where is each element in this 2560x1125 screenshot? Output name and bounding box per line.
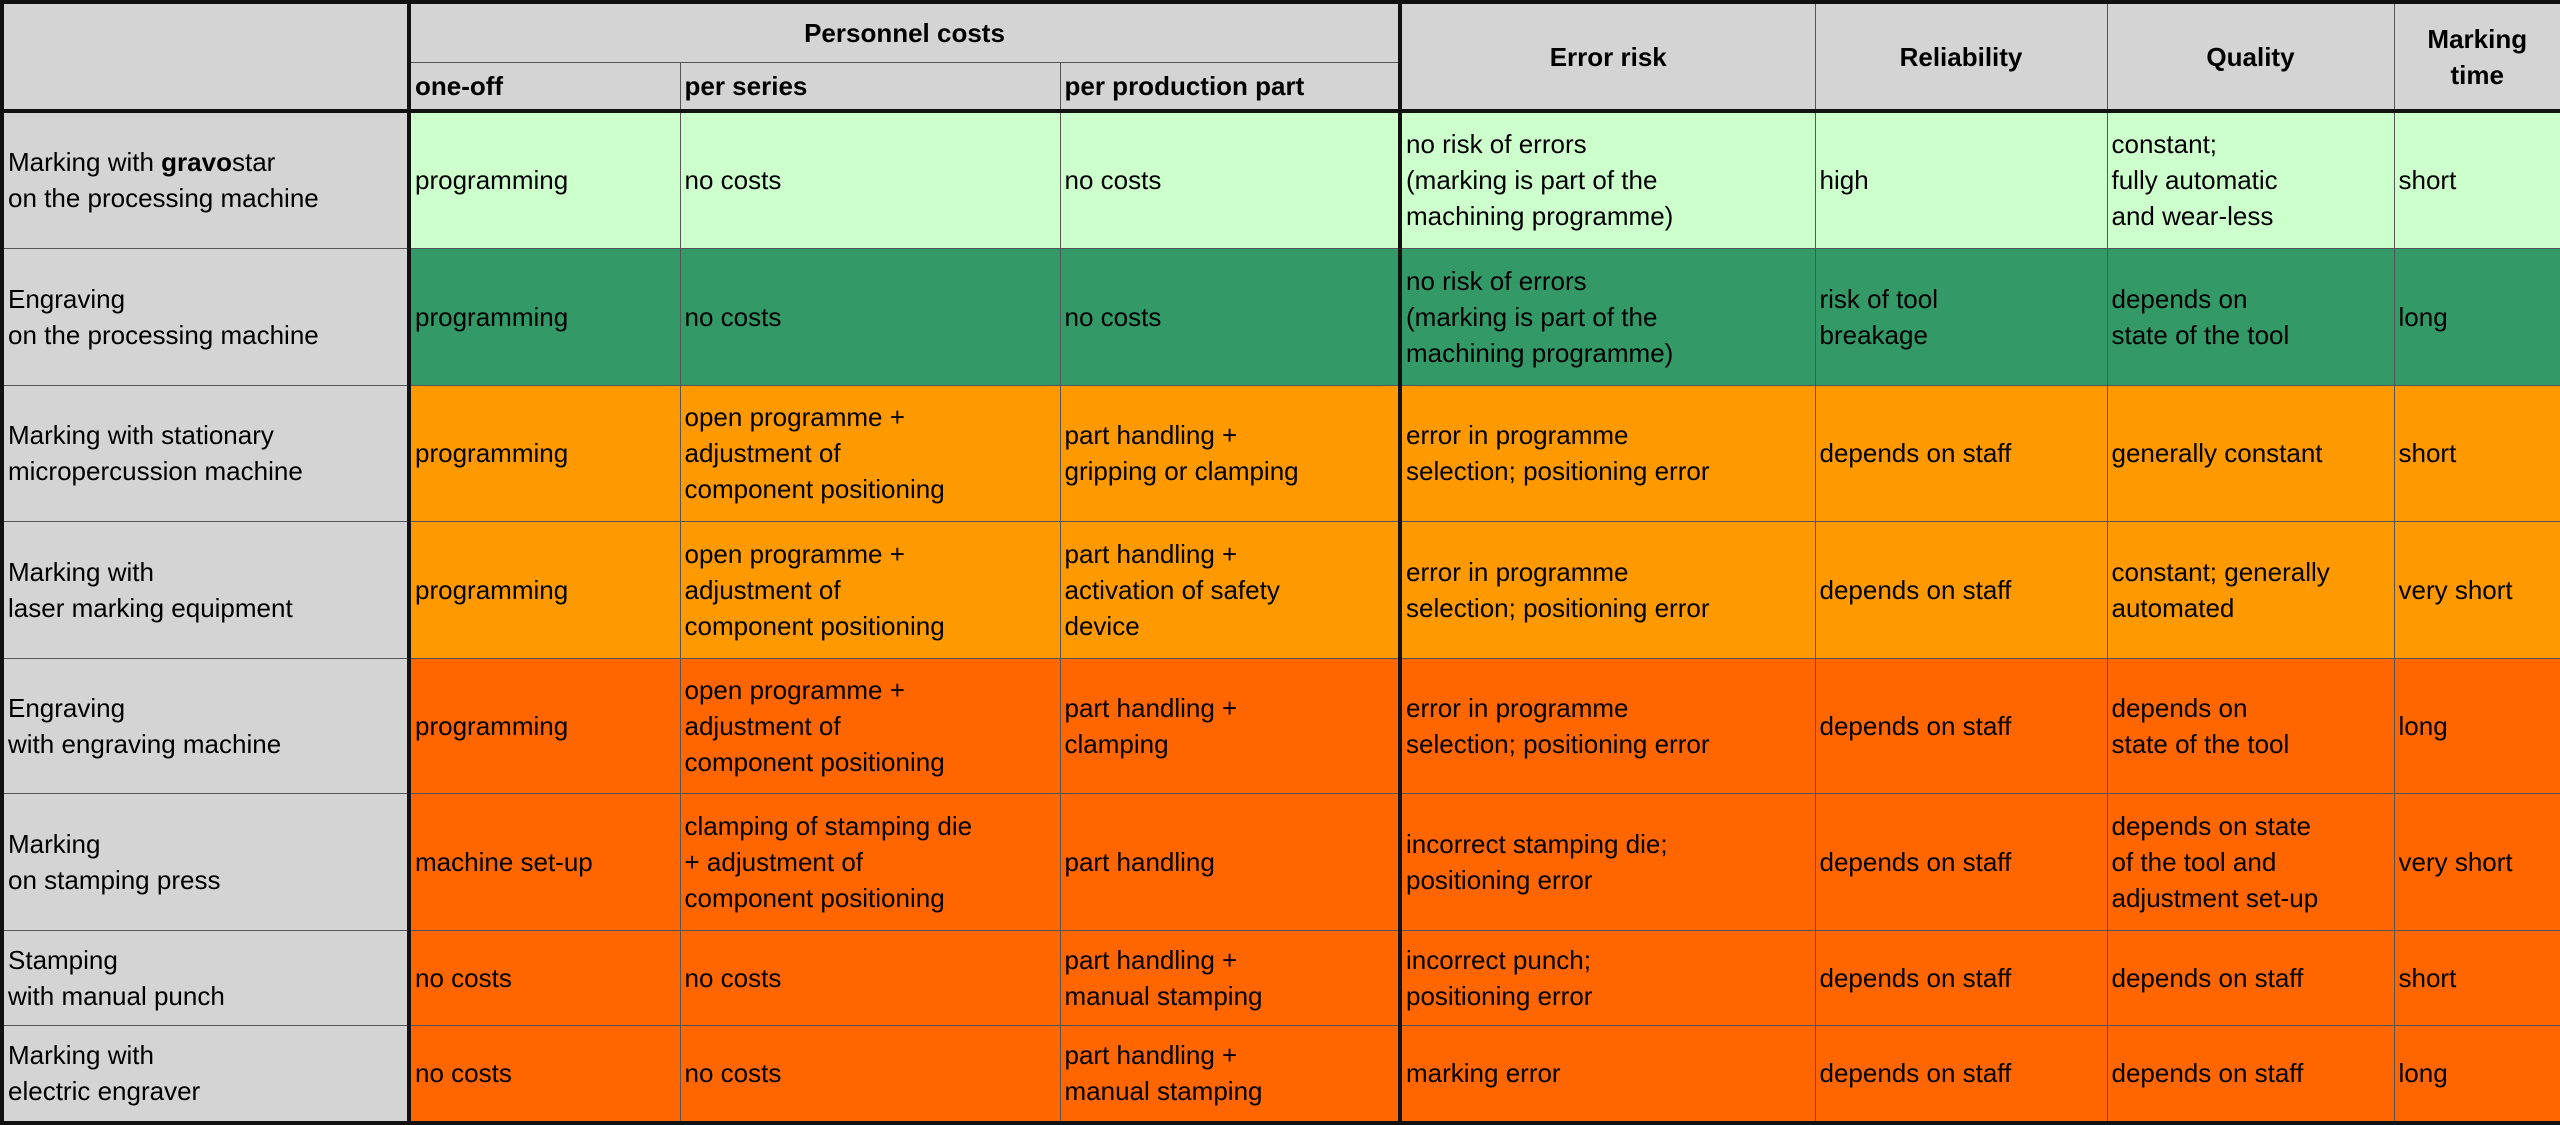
per-part-cell: part handling + manual stamping xyxy=(1059,929,1401,1026)
method-cell: Stamping with manual punch xyxy=(1,929,410,1026)
quality-cell: constant; fully automatic and wear-less xyxy=(2106,110,2395,249)
per-part-header: per production part xyxy=(1059,61,1401,113)
quality-cell: depends on state of the tool and adjustm… xyxy=(2106,792,2395,931)
method-cell: Marking with electric engraver xyxy=(1,1024,410,1124)
quality-cell: depends on staff xyxy=(2106,1024,2395,1124)
quality-cell: depends on state of the tool xyxy=(2106,247,2395,386)
table-row: Marking with stationary micropercussion … xyxy=(1,384,2560,522)
marking-time-cell: long xyxy=(2393,657,2560,794)
per-part-cell: no costs xyxy=(1059,110,1401,249)
header-row-1: Personnel costs Error risk Reliability Q… xyxy=(1,1,2560,113)
one-off-cell: programming xyxy=(407,247,681,386)
table-row: Marking with gravostar on the processing… xyxy=(1,110,2560,249)
marking-time-cell: very short xyxy=(2393,520,2560,659)
method-text: gravo xyxy=(161,147,232,178)
marking-time-cell: long xyxy=(2393,247,2560,386)
table-row: Marking on stamping press machine set-up c… xyxy=(1,792,2560,931)
error-risk-cell: no risk of errors (marking is part of th… xyxy=(1398,110,1816,249)
quality-cell: constant; generally automated xyxy=(2106,520,2395,659)
per-series-header: per series xyxy=(679,61,1061,113)
per-series-cell: open programme + adjustment of component… xyxy=(679,520,1061,659)
table-row: Marking with laser marking equipment prog… xyxy=(1,520,2560,659)
method-cell: Marking with stationary micropercussion … xyxy=(1,384,410,522)
one-off-cell: programming xyxy=(407,384,681,522)
method-text: star on the processing machine xyxy=(8,147,319,214)
per-part-cell: part handling + manual stamping xyxy=(1059,1024,1401,1124)
one-off-cell: no costs xyxy=(407,1024,681,1124)
per-part-cell: part handling xyxy=(1059,792,1401,931)
per-part-cell: part handling + clamping xyxy=(1059,657,1401,794)
one-off-header: one-off xyxy=(407,61,681,113)
one-off-cell: programming xyxy=(407,110,681,249)
marking-time-cell: long xyxy=(2393,1024,2560,1124)
personnel-costs-header: Personnel costs xyxy=(407,1,1401,63)
marking-time-cell: short xyxy=(2393,384,2560,522)
error-risk-cell: incorrect stamping die; positioning erro… xyxy=(1398,792,1816,931)
corner-cell xyxy=(1,1,410,113)
header-row-2: one-off per series per production part xyxy=(2,61,2560,113)
reliability-cell: risk of tool breakage xyxy=(1814,247,2108,386)
quality-cell: generally constant xyxy=(2106,384,2395,522)
marking-time-header: Marking time xyxy=(2393,1,2560,113)
method-text: Marking with xyxy=(8,147,162,178)
error-risk-cell: no risk of errors (marking is part of th… xyxy=(1398,247,1816,386)
table-row: Engraving on the processing machine progr… xyxy=(1,247,2560,386)
one-off-cell: programming xyxy=(407,657,681,794)
reliability-cell: depends on staff xyxy=(1814,929,2108,1026)
per-series-cell: clamping of stamping die + adjustment of… xyxy=(679,792,1061,931)
one-off-cell: no costs xyxy=(407,929,681,1026)
error-risk-header: Error risk xyxy=(1398,1,1816,113)
marking-time-cell: short xyxy=(2393,929,2560,1026)
error-risk-cell: marking error xyxy=(1398,1024,1816,1124)
per-series-cell: no costs xyxy=(679,110,1061,249)
error-risk-cell: error in programme selection; positionin… xyxy=(1398,657,1816,794)
error-risk-cell: incorrect punch; positioning error xyxy=(1398,929,1816,1026)
reliability-header: Reliability xyxy=(1814,1,2108,113)
one-off-cell: programming xyxy=(407,520,681,659)
marking-time-cell: short xyxy=(2393,110,2560,249)
quality-cell: depends on state of the tool xyxy=(2106,657,2395,794)
reliability-cell: depends on staff xyxy=(1814,657,2108,794)
per-series-cell: no costs xyxy=(679,929,1061,1026)
quality-cell: depends on staff xyxy=(2106,929,2395,1026)
reliability-cell: depends on staff xyxy=(1814,384,2108,522)
per-series-cell: open programme + adjustment of component… xyxy=(679,384,1061,522)
method-cell: Marking with laser marking equipment xyxy=(1,520,410,659)
table-row: Marking with electric engraver no costs no… xyxy=(1,1024,2560,1124)
per-part-cell: no costs xyxy=(1059,247,1401,386)
one-off-cell: machine set-up xyxy=(407,792,681,931)
table-row: Engraving with engraving machine programm… xyxy=(1,657,2560,794)
reliability-cell: depends on staff xyxy=(1814,792,2108,931)
table-row: Stamping with manual punch no costs no cos… xyxy=(1,929,2560,1026)
per-part-cell: part handling + activation of safety dev… xyxy=(1059,520,1401,659)
marking-time-cell: very short xyxy=(2393,792,2560,931)
error-risk-cell: error in programme selection; positionin… xyxy=(1398,520,1816,659)
reliability-cell: depends on staff xyxy=(1814,1024,2108,1124)
method-cell: Engraving with engraving machine xyxy=(1,657,410,794)
method-cell: Engraving on the processing machine xyxy=(1,247,410,386)
reliability-cell: depends on staff xyxy=(1814,520,2108,659)
reliability-cell: high xyxy=(1814,110,2108,249)
error-risk-cell: error in programme selection; positionin… xyxy=(1398,384,1816,522)
per-series-cell: no costs xyxy=(679,247,1061,386)
method-cell: Marking with gravostar on the processing… xyxy=(1,110,410,249)
quality-header: Quality xyxy=(2106,1,2395,113)
per-series-cell: no costs xyxy=(679,1024,1061,1124)
per-series-cell: open programme + adjustment of component… xyxy=(679,657,1061,794)
method-cell: Marking on stamping press xyxy=(1,792,410,931)
per-part-cell: part handling + gripping or clamping xyxy=(1059,384,1401,522)
